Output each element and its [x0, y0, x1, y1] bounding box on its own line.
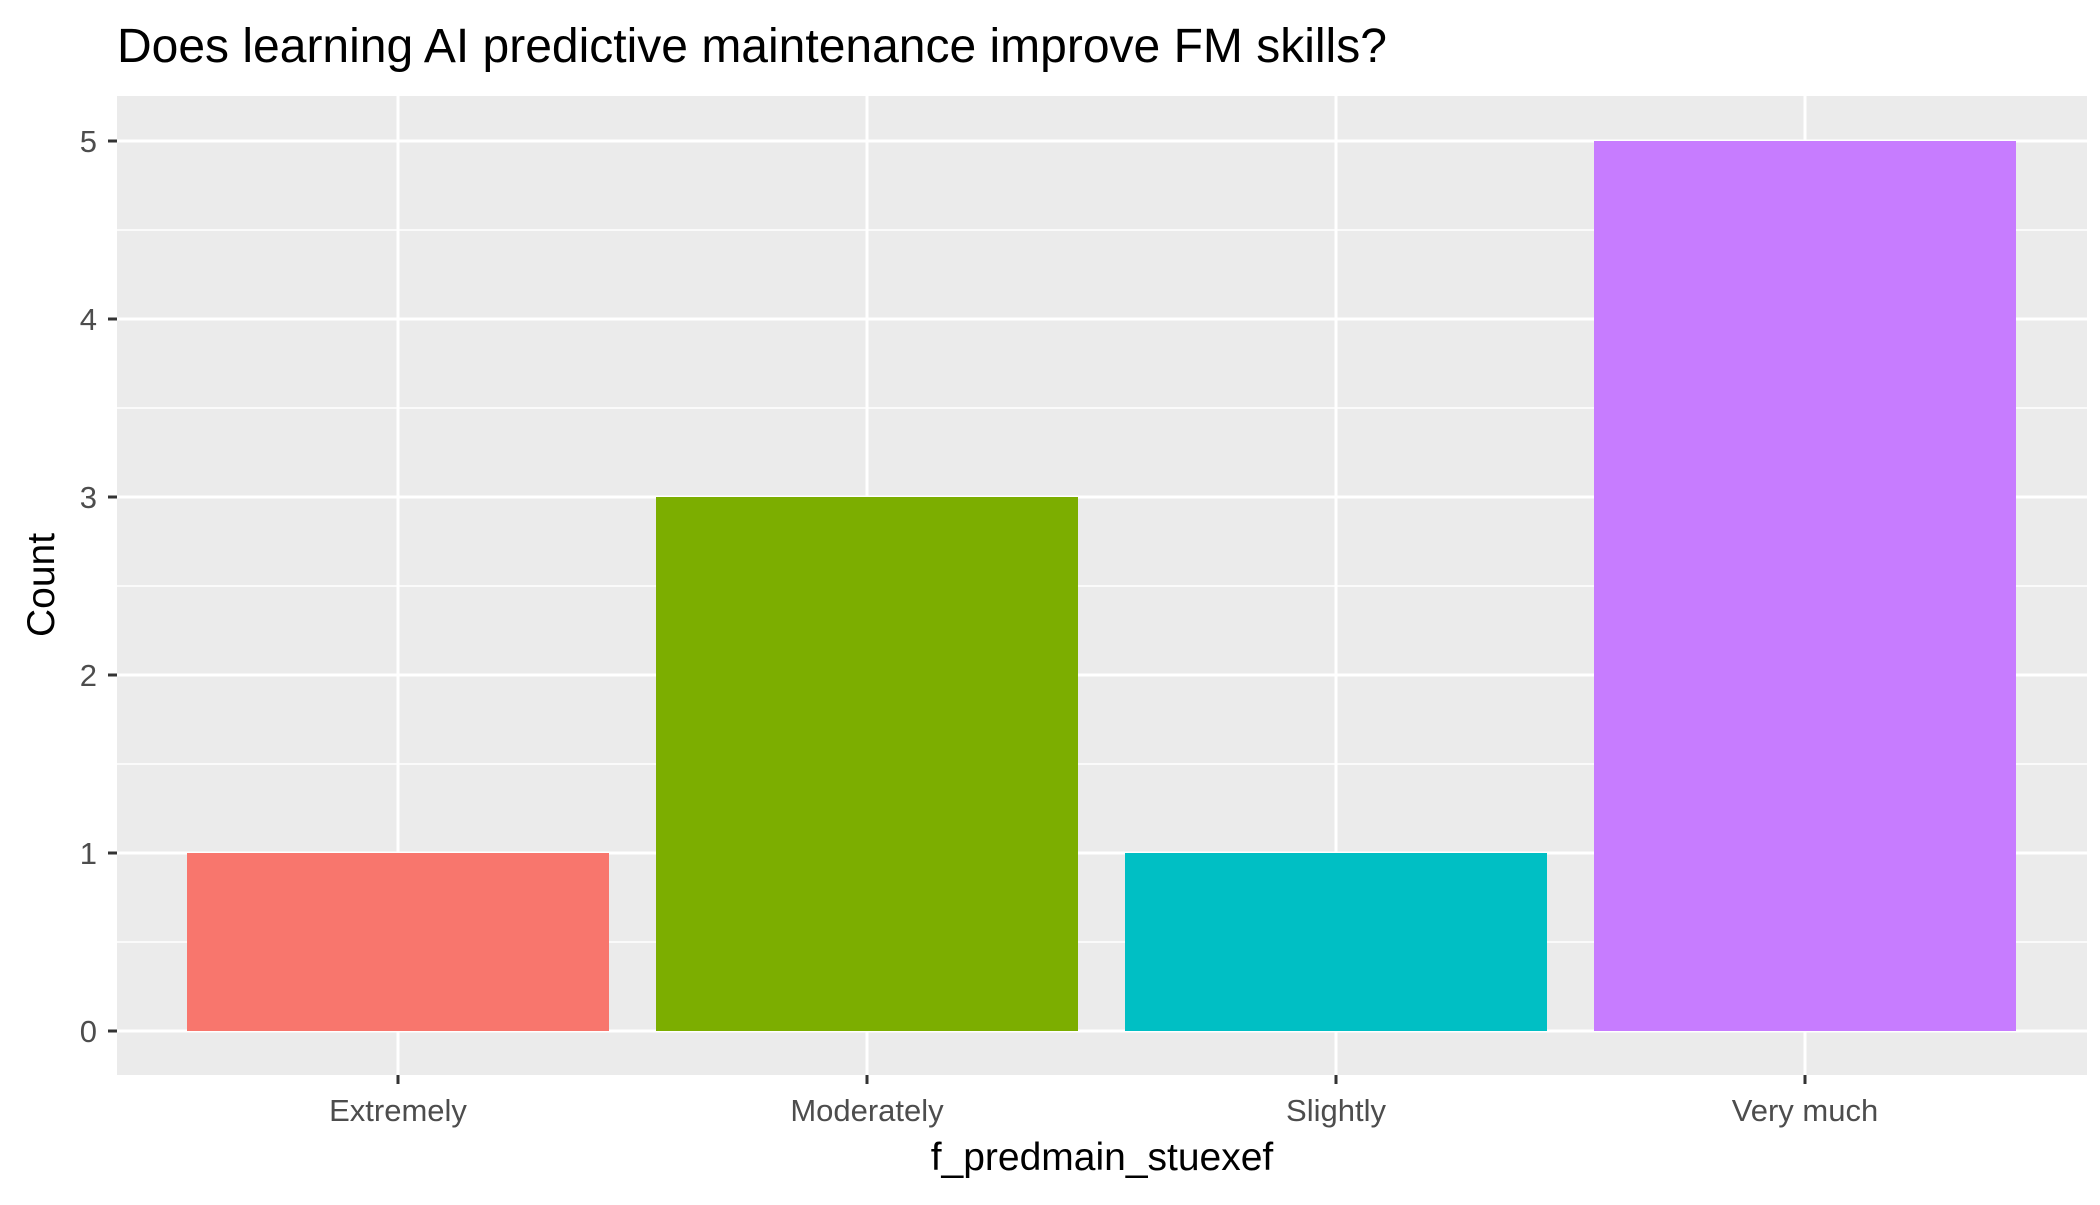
bar-slightly	[1125, 853, 1547, 1031]
x-axis: Extremely Moderately Slightly Very much	[329, 1075, 1878, 1128]
bars-group	[187, 141, 2016, 1031]
x-tick-label: Extremely	[329, 1093, 467, 1128]
y-tick-label: 1	[80, 836, 97, 871]
x-tick-label: Very much	[1732, 1093, 1878, 1128]
x-axis-title: f_predmain_stuexef	[931, 1136, 1274, 1179]
y-tick-label: 3	[80, 480, 97, 515]
y-tick-label: 5	[80, 124, 97, 159]
bar-very-much	[1594, 141, 2016, 1031]
x-tick-label: Moderately	[790, 1093, 944, 1128]
y-axis: 0 1 2 3 4 5	[80, 124, 117, 1049]
y-tick-label: 2	[80, 658, 97, 693]
chart-title: Does learning AI predictive maintenance …	[117, 20, 1387, 73]
y-axis-title: Count	[20, 533, 63, 637]
y-tick-label: 4	[80, 302, 97, 337]
y-tick-label: 0	[80, 1014, 97, 1049]
bar-extremely	[187, 853, 609, 1031]
x-tick-label: Slightly	[1286, 1093, 1386, 1128]
bar-moderately	[656, 497, 1078, 1031]
